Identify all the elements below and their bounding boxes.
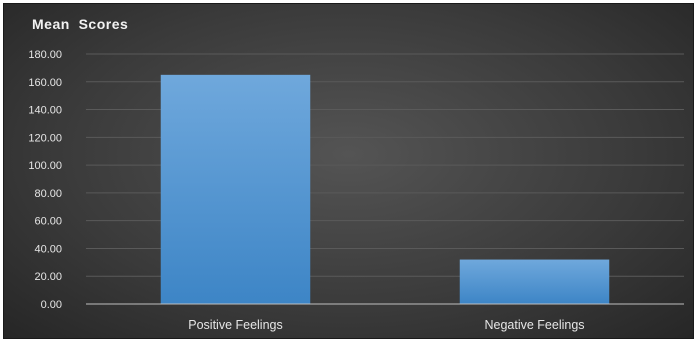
y-tick-label: 180.00 — [28, 49, 62, 61]
y-tick-label: 140.00 — [28, 105, 62, 117]
y-tick-label: 60.00 — [34, 216, 62, 228]
y-tick-label: 40.00 — [34, 243, 62, 255]
y-tick-label: 80.00 — [34, 188, 62, 200]
y-tick-label: 160.00 — [28, 77, 62, 89]
x-category-label: Positive Feelings — [188, 318, 283, 332]
y-tick-label: 0.00 — [41, 299, 62, 311]
y-tick-label: 20.00 — [34, 271, 62, 283]
bars — [160, 74, 610, 304]
bar-negative-feelings — [459, 259, 610, 304]
chart-area: Mean Scores 0.00 20.00 40.00 60.00 80.00 100.… — [3, 3, 694, 339]
y-tick-label: 100.00 — [28, 160, 62, 172]
bar-chart: Mean Scores 0.00 20.00 40.00 60.00 80.00 100.… — [28, 16, 684, 332]
chart-title: Mean Scores — [32, 16, 128, 32]
y-axis-ticks: 0.00 20.00 40.00 60.00 80.00 100.00 120.00 140.… — [28, 49, 62, 311]
x-category-label: Negative Feelings — [484, 318, 584, 332]
bar-positive-feelings — [160, 74, 311, 304]
y-tick-label: 120.00 — [28, 132, 62, 144]
x-axis-labels: Positive Feelings Negative Feelings — [188, 318, 584, 332]
